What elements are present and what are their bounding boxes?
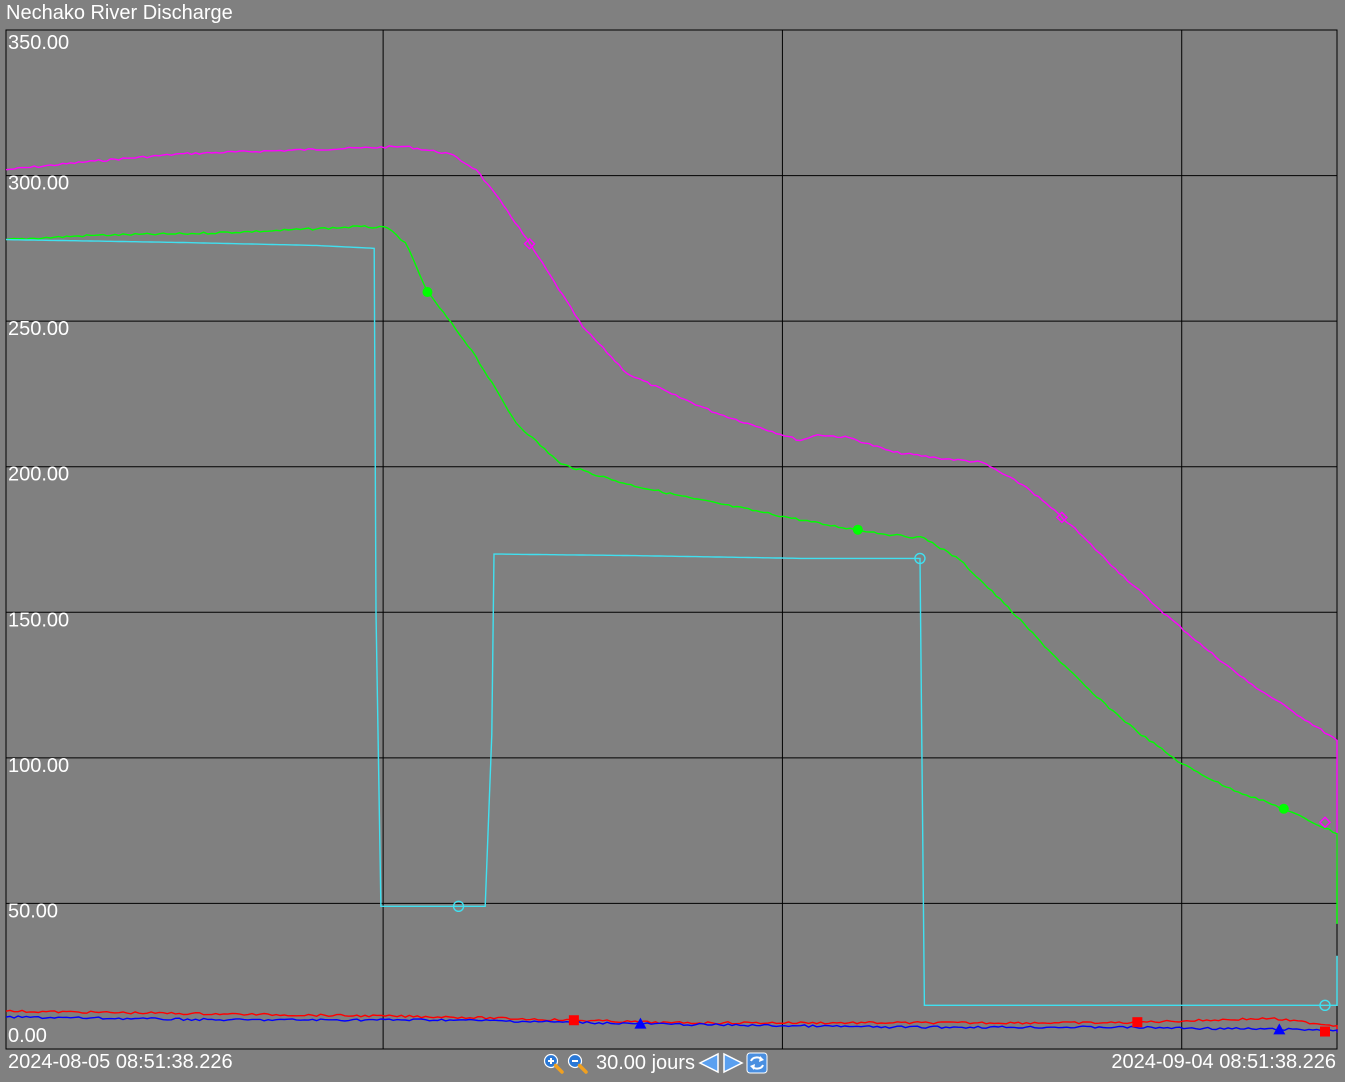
series-layer xyxy=(5,145,1338,1033)
series-4-marker xyxy=(1132,1017,1143,1028)
scroll-left-icon[interactable] xyxy=(698,1052,720,1074)
series-4-marker xyxy=(1320,1026,1330,1037)
marker-layer xyxy=(422,237,1331,1037)
window-start-time: 2024-08-05 08:51:38.226 xyxy=(8,1051,233,1073)
y-tick-label: 50.00 xyxy=(8,900,58,922)
plot-border xyxy=(5,29,1338,1050)
series-1-marker xyxy=(1055,511,1068,524)
series-4-marker xyxy=(568,1015,579,1026)
zoom-in-icon[interactable] xyxy=(542,1052,564,1074)
series-2-marker xyxy=(852,524,863,535)
y-tick-label: 350.00 xyxy=(8,32,69,54)
y-tick-label: 250.00 xyxy=(8,318,69,340)
window-end-time: 2024-09-04 08:51:38.226 xyxy=(1111,1051,1336,1073)
y-tick-labels: 0.00 50.00 100.00 150.00 200.00 250.00 300.00 3… xyxy=(8,32,69,1047)
series-3-marker xyxy=(452,900,465,913)
series-line-1 xyxy=(5,145,1338,872)
y-tick-label: 150.00 xyxy=(8,609,69,631)
series-5-marker xyxy=(1273,1023,1286,1035)
series-1-marker xyxy=(523,237,536,250)
y-tick-label: 200.00 xyxy=(8,464,69,486)
time-span-label: 30.00 jours xyxy=(596,1052,695,1074)
grid-layer xyxy=(5,29,1338,1050)
series-line-5 xyxy=(5,1015,1338,1033)
scroll-right-icon[interactable] xyxy=(722,1052,744,1074)
series-1-marker xyxy=(1319,816,1331,829)
series-3-marker xyxy=(914,552,926,565)
series-line-3 xyxy=(5,238,1338,1006)
refresh-icon[interactable] xyxy=(746,1052,768,1074)
series-5-marker xyxy=(634,1017,647,1029)
series-2-marker xyxy=(422,287,433,298)
chart-title: Nechako River Discharge xyxy=(6,2,233,24)
y-tick-label: 100.00 xyxy=(8,755,69,777)
y-tick-label: 300.00 xyxy=(8,173,69,195)
series-3-marker xyxy=(1319,999,1331,1012)
series-line-2 xyxy=(5,224,1338,924)
time-toolbar: 30.00 jours xyxy=(542,1049,768,1077)
series-line-4 xyxy=(5,1009,1338,1033)
y-tick-label: 0.00 xyxy=(8,1025,47,1047)
series-2-marker xyxy=(1278,803,1289,814)
zoom-out-icon[interactable] xyxy=(566,1052,588,1074)
